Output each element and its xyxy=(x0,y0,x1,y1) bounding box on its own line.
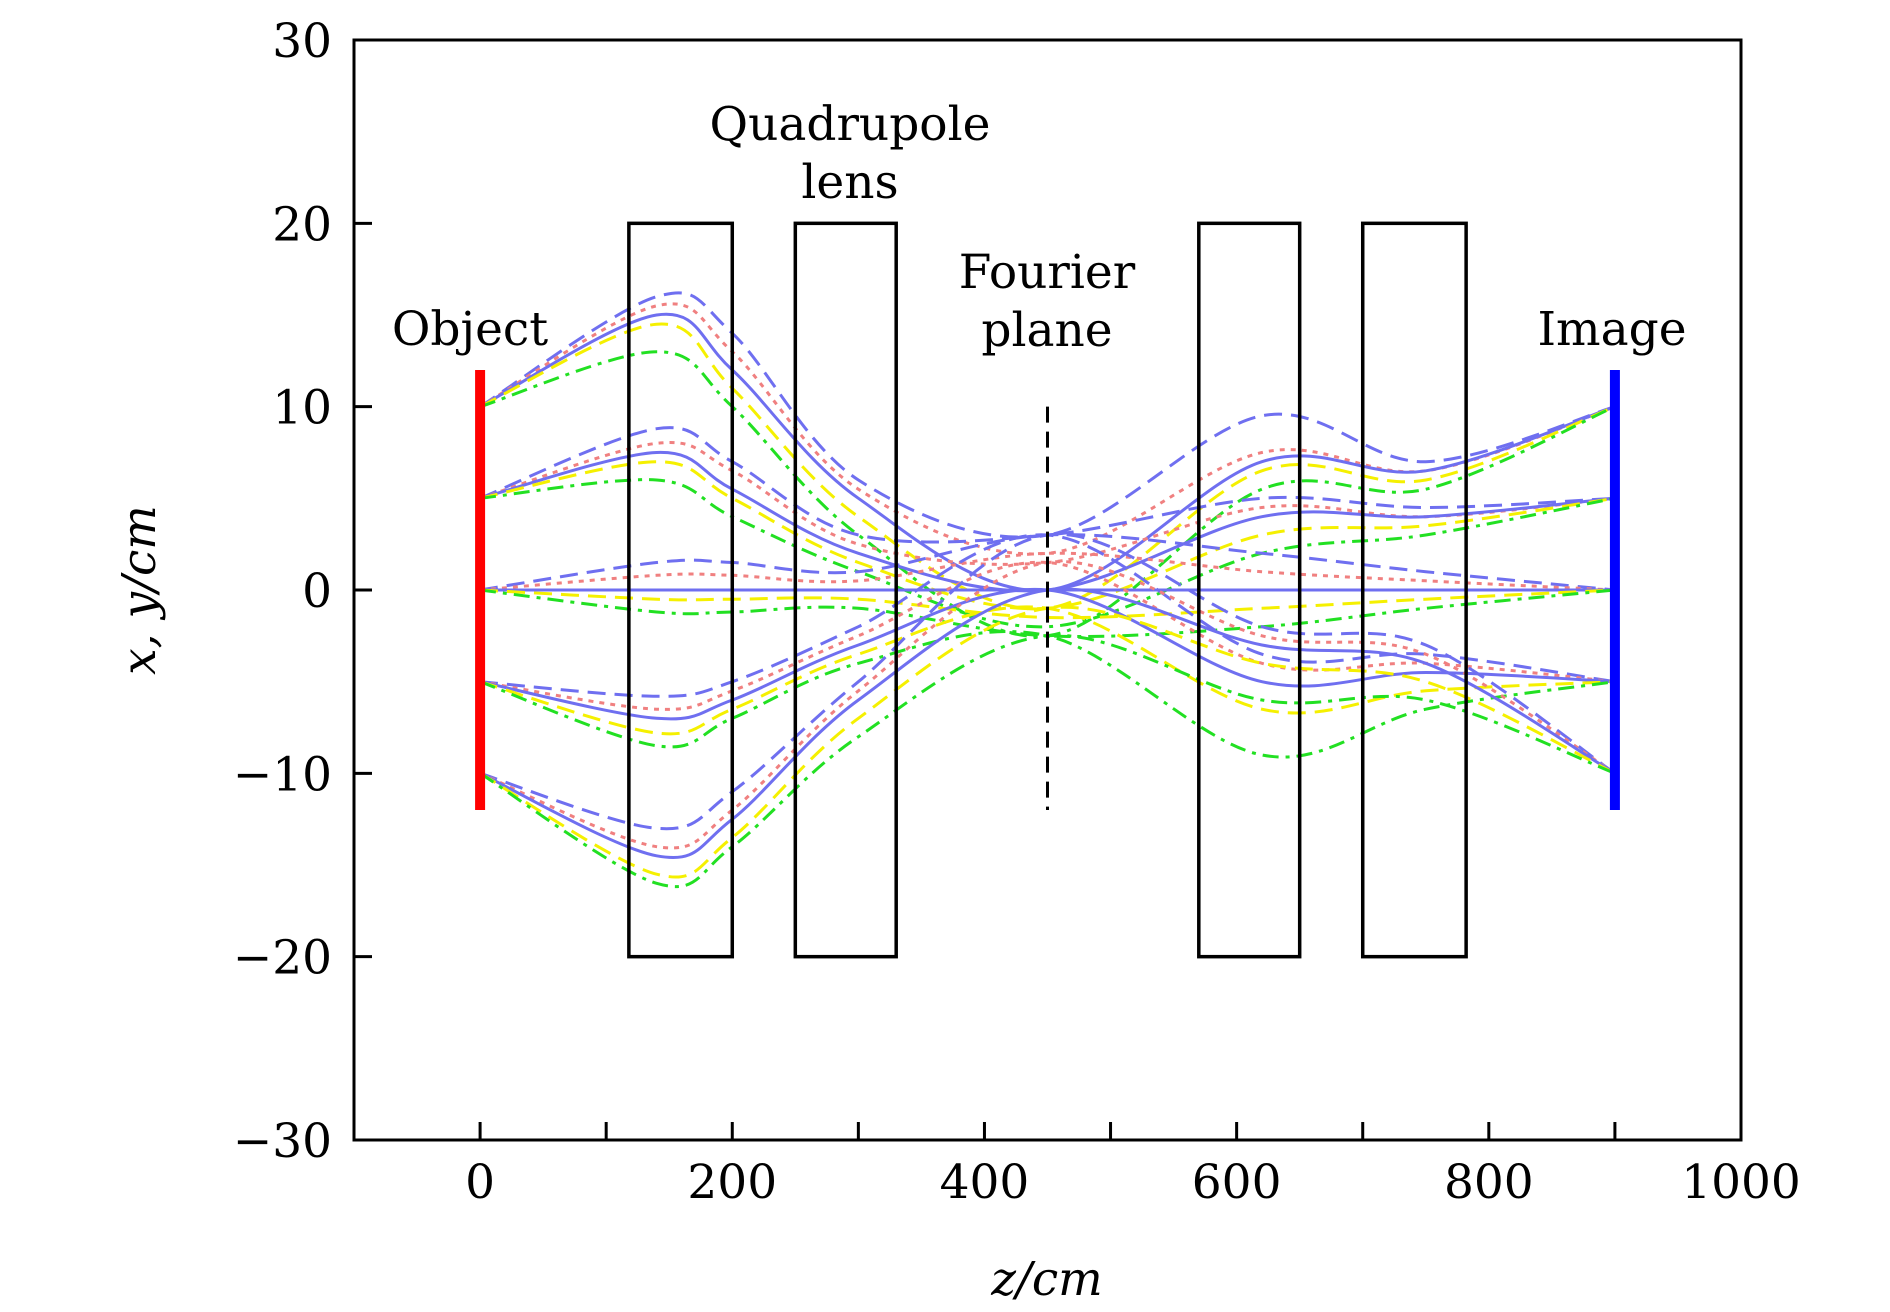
trajectory-9 xyxy=(479,460,1616,611)
annotation-quadrupole-line2: lens xyxy=(801,155,898,210)
trajectory-11 xyxy=(479,533,1616,592)
quadrupole-lens-2 xyxy=(793,221,898,959)
trajectory-12 xyxy=(479,551,1615,592)
annotation-quadrupole-line1: Quadrupole xyxy=(710,97,991,152)
y-tick-label--20: −20 xyxy=(233,931,332,986)
trajectory-21 xyxy=(479,532,1616,831)
x-tick-label-0: 0 xyxy=(465,1155,495,1210)
x-tick-label-1000: 1000 xyxy=(1681,1155,1801,1210)
x-tick-label-200: 200 xyxy=(687,1155,777,1210)
trajectory-6 xyxy=(479,426,1615,544)
x-tick-label-400: 400 xyxy=(940,1155,1030,1210)
quadrupole-lens-4 xyxy=(1360,221,1468,959)
annotation-image: Image xyxy=(1537,302,1686,357)
annotation-fourier-line1: Fourier xyxy=(959,245,1136,300)
x-axis-title: z/cm xyxy=(990,1252,1103,1307)
y-axis-title: x, y/cm xyxy=(112,505,167,675)
x-tick-label-600: 600 xyxy=(1192,1155,1282,1210)
annotation-object: Object xyxy=(392,302,548,357)
trajectory-1 xyxy=(479,291,1616,539)
trajectory-group xyxy=(479,291,1616,889)
trajectory-10 xyxy=(479,478,1616,629)
trajectory-14 xyxy=(480,588,1615,620)
y-tick-label--10: −10 xyxy=(233,747,332,802)
trajectory-3 xyxy=(479,312,1616,592)
optical-elements xyxy=(475,221,1620,959)
trajectory-23 xyxy=(479,587,1616,860)
axis-tick-labels: 0 200 400 600 800 1000 30 20 10 0 −10 −20 −30 xyxy=(233,14,1801,1210)
x-tick-label-800: 800 xyxy=(1444,1155,1534,1210)
trajectory-17 xyxy=(479,560,1616,711)
y-tick-label-10: 10 xyxy=(272,381,332,436)
trajectory-4 xyxy=(479,322,1616,611)
trajectory-19 xyxy=(479,605,1615,736)
axis-ticks xyxy=(354,38,1743,1142)
y-tick-label-30: 30 xyxy=(272,14,332,69)
trajectory-16 xyxy=(479,533,1616,698)
y-tick-label--30: −30 xyxy=(233,1114,332,1169)
trajectory-24 xyxy=(479,605,1616,879)
trajectory-25 xyxy=(479,633,1616,889)
quadrupole-lens-3 xyxy=(1197,221,1302,959)
trajectory-22 xyxy=(479,560,1616,850)
y-tick-label-20: 20 xyxy=(272,197,332,252)
quadrupole-lens-1 xyxy=(627,221,735,959)
trajectory-18 xyxy=(479,587,1615,721)
y-tick-label-0: 0 xyxy=(302,564,332,619)
annotation-fourier-line2: plane xyxy=(981,303,1112,358)
